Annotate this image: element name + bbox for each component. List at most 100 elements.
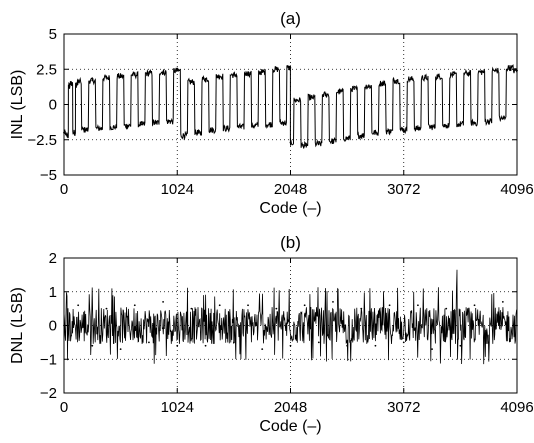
inl-data-point [501,117,504,120]
inl-data-point [176,69,179,72]
inl-data-point [268,123,271,126]
inl-data-point [126,124,129,127]
y-tick-label: 0 [49,318,57,335]
inl-data-point [155,121,157,124]
inl-data-point [494,69,497,72]
inl-data-point [346,137,349,140]
inl-data-point [190,81,193,83]
inl-data-point [73,131,76,134]
dnl-data-point [317,341,320,344]
y-tick-label: 2 [49,250,57,267]
inl-data-point [360,134,363,137]
inl-data-point [381,82,384,85]
dnl-data-point [77,304,80,307]
dnl-data-point [473,304,476,307]
inl-data-point [409,78,412,81]
inl-data-point [261,71,264,73]
inl-data-point [324,93,327,96]
x-tick-label: 2048 [274,399,307,416]
dnl-data-point [388,304,391,307]
y-tick-label: 0 [49,97,57,114]
inl-data-point [84,128,87,131]
y-tick-label: −1 [40,351,57,368]
inl-data-point [197,131,200,134]
inl-series-line [63,64,518,149]
inl-data-point [112,126,115,128]
inl-data-point [296,99,299,102]
inl-data-point [438,75,441,78]
dnl-data-point [374,344,377,347]
dnl-data-point [218,304,221,307]
dnl-panel: (b) 0 1024 2048 3072 4096 −2 −1 0 1 2 Code (–) DNL (… [9,233,534,435]
y-axis-label: DNL (LSB) [9,287,26,364]
inl-data-point [445,124,448,127]
inl-data-point [388,130,391,133]
inl-data-point [140,123,143,126]
y-tick-label: 1 [49,284,57,301]
inl-data-point [225,127,228,130]
dnl-data-point [119,348,122,351]
y-tick-label: 2.5 [36,61,57,78]
x-tick-label: 4096 [500,399,533,416]
inl-data-point [66,134,69,137]
y-tick-label: −2.5 [27,132,57,149]
dnl-data-point [91,344,94,347]
inl-data-point [169,120,172,123]
x-tick-label: 1024 [161,399,194,416]
inl-data-point [431,126,433,128]
dnl-data-point [105,307,108,310]
y-axis-label: INL (LSB) [9,70,26,140]
inl-data-point [452,73,455,76]
dnl-data-point [176,344,179,347]
inl-data-point [417,127,419,130]
chart-title: (b) [280,233,301,252]
inl-data-point [473,121,476,124]
inl-data-point [218,75,221,78]
inl-data-point [133,73,136,76]
inl-data-point [395,79,398,82]
inl-data-point [119,75,122,78]
inl-data-point [282,121,285,124]
inl-data-point [247,72,249,75]
inl-data-point [480,71,483,73]
inl-data-point [91,79,94,82]
inl-data-point [240,126,242,128]
dnl-data-point [360,307,363,310]
inl-data-point [332,140,334,143]
dnl-data-point [303,304,306,307]
inl-data-point [289,141,292,144]
dnl-data-point [247,304,249,307]
chart-title: (a) [280,9,301,28]
x-tick-label: 0 [60,181,68,198]
dnl-data-point [261,348,264,351]
dnl-data-point [346,344,349,347]
inl-data-point [487,120,490,123]
inl-data-point [68,85,71,88]
x-tick-label: 4096 [500,181,533,198]
inl-data-point [254,124,257,127]
y-tick-label: 5 [49,26,57,43]
dnl-data-point [332,300,334,303]
y-tick-label: −2 [40,385,57,402]
dnl-data-point [289,344,292,347]
dnl-data-point [232,341,235,344]
inl-data-point [466,72,469,75]
inl-data-point [459,123,462,126]
x-tick-label: 1024 [161,181,194,198]
dnl-data-point [162,300,164,303]
inl-data-point [275,68,278,71]
inl-data-point [232,73,235,76]
inl-data-point [183,134,186,137]
dnl-data-point [190,307,193,310]
inl-data-point [204,78,207,81]
x-axis-label: Code (–) [259,200,321,217]
inl-data-point [367,85,370,88]
dnl-data-point [445,307,448,310]
x-tick-label: 3072 [387,181,420,198]
y-tick-label: −5 [40,167,57,184]
inl-data-point [77,81,80,83]
inl-data-point [310,96,313,99]
dnl-data-point [459,344,462,347]
x-tick-label: 3072 [387,399,420,416]
